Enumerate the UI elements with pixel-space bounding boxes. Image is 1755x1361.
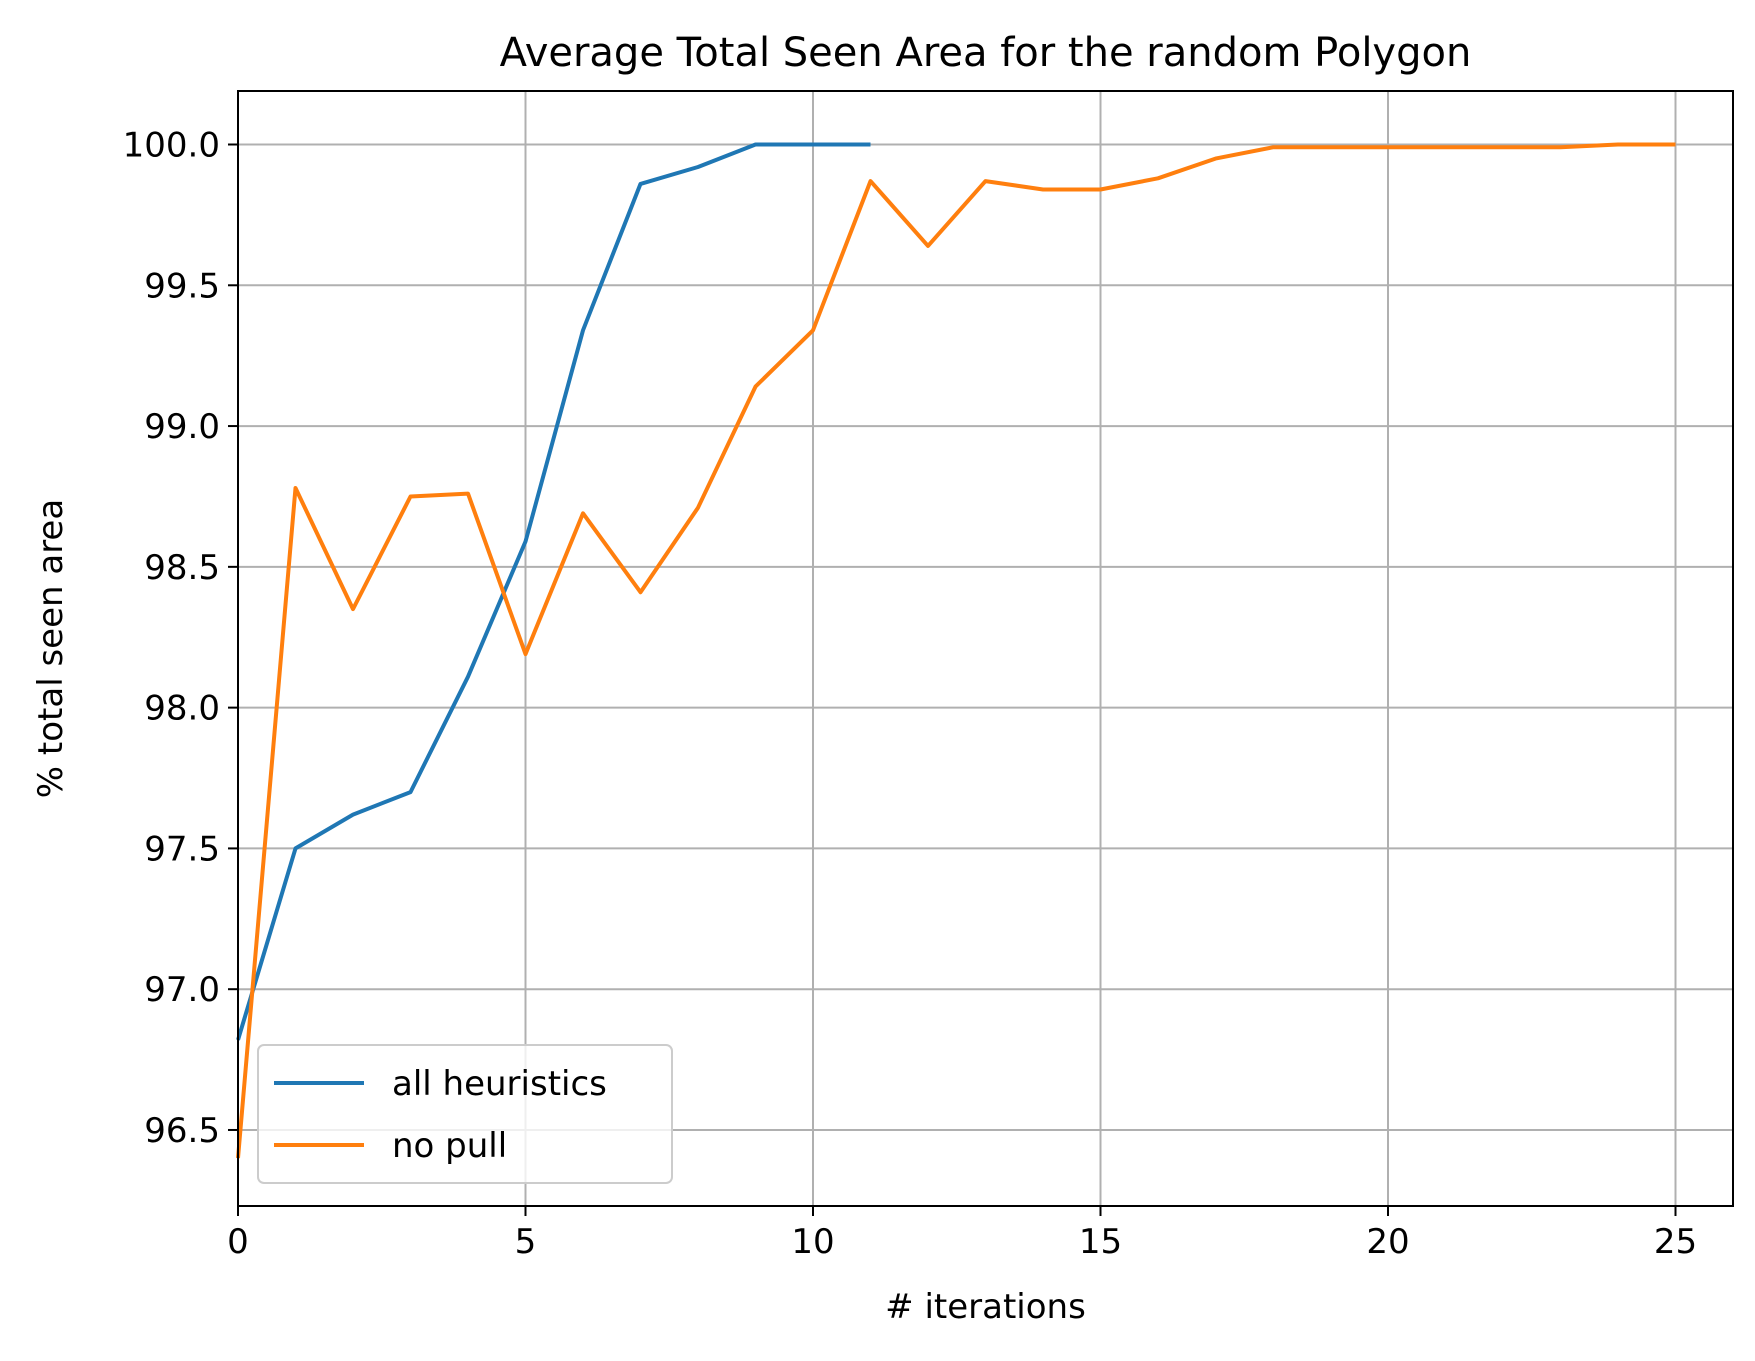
- grid: [237, 91, 1733, 1206]
- x-tick-label: 5: [515, 1222, 537, 1262]
- y-axis-ticks: 96.5 97.0 97.5 98.0 98.5 99.0 99.5 100.0: [123, 125, 238, 1151]
- legend-label: all heuristics: [392, 1064, 607, 1104]
- legend-label: no pull: [392, 1126, 507, 1166]
- y-tick-label: 100.0: [123, 125, 220, 165]
- plot-lines: [236, 142, 1676, 1159]
- chart-title: Average Total Seen Area for the random P…: [500, 30, 1472, 76]
- y-axis-label: % total seen area: [31, 499, 71, 798]
- series-line: [236, 142, 871, 1041]
- y-tick-label: 98.5: [144, 548, 220, 588]
- legend: all heuristics no pull: [257, 1044, 673, 1184]
- y-tick-label: 97.5: [144, 829, 220, 869]
- x-axis-label: # iterations: [885, 1287, 1086, 1327]
- x-tick-label: 0: [227, 1222, 249, 1262]
- x-tick-label: 15: [1079, 1222, 1122, 1262]
- legend-box: [257, 1044, 673, 1184]
- y-tick-label: 99.0: [144, 407, 220, 447]
- x-tick-label: 25: [1654, 1222, 1697, 1262]
- x-tick-label: 20: [1366, 1222, 1409, 1262]
- axes-frame: [237, 90, 1734, 1207]
- x-axis-ticks: 0 5 10 15 20 25: [227, 1206, 1697, 1262]
- series-line: [236, 142, 1676, 1159]
- y-tick-label: 96.5: [144, 1111, 220, 1151]
- y-tick-label: 97.0: [144, 970, 220, 1010]
- y-tick-label: 98.0: [144, 689, 220, 729]
- y-tick-label: 99.5: [144, 266, 220, 306]
- x-tick-label: 10: [791, 1222, 834, 1262]
